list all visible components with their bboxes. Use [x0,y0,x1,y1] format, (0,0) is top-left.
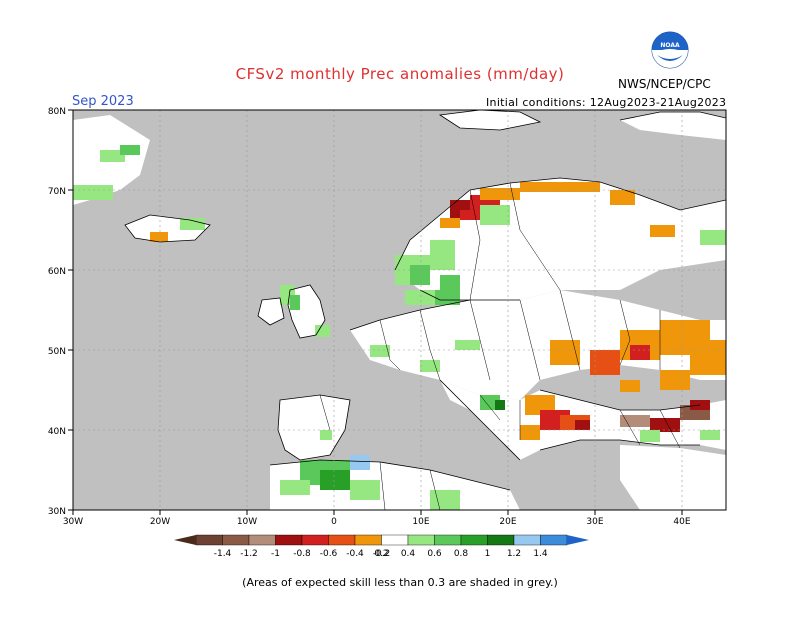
anomaly-cell [630,345,650,360]
colorbar-segment [195,534,223,546]
colorbar-tick-label: 1.2 [507,549,521,559]
anomaly-cell [315,325,330,337]
anomaly-cell [370,345,390,357]
anomaly-cell [73,185,113,200]
anomaly-cell [435,290,460,305]
lat-label-40n: 40N [48,427,66,437]
anomaly-cell [700,230,726,245]
anomaly-cell [120,145,140,155]
colorbar-right-arrow [567,535,589,545]
colorbar-segment [354,534,382,546]
anomaly-cell [495,400,505,410]
anomaly-cell [440,218,460,228]
anomaly-cell [405,290,435,305]
colorbar-tick-label: 1 [485,549,491,559]
anomaly-cell [575,420,590,430]
anomaly-cell [610,190,635,205]
anomaly-cell [290,295,300,310]
anomaly-cell [550,340,580,365]
initial-conditions: Initial conditions: 12Aug2023-21Aug2023 [486,96,727,109]
colorbar-tick-label: -1.2 [240,549,258,559]
anomaly-cell [410,265,430,285]
colorbar-segment [487,534,515,546]
colorbar-segment [301,534,329,546]
anomaly-cell [150,232,168,242]
country-borders [319,182,681,510]
lon-label-20e: 20E [499,517,516,527]
anomaly-cell [620,380,640,392]
colorbar-tick-label: -0.8 [293,549,311,559]
lat-label-30n: 30N [48,507,66,517]
anomaly-cell [650,418,680,432]
chart-title: CFSv2 monthly Prec anomalies (mm/day) [235,65,565,83]
colorbar-segment [381,534,409,546]
colorbar-segment [275,534,303,546]
anomaly-cell [660,370,690,390]
anomaly-cell [640,430,660,442]
colorbar-tick-label: -1.4 [214,549,232,559]
colorbar-segment [328,534,356,546]
anomaly-cell [590,350,620,375]
anomaly-cell [280,480,310,495]
colorbar-tick-label: 0.6 [427,549,442,559]
anomaly-cell [320,430,332,440]
anomaly-cell [650,225,675,237]
agency-label: NWS/NCEP/CPC [618,77,711,91]
colorbar-tick-label: -0.4 [346,549,364,559]
colorbar: -1.4 -1.2 -1 -0.8 -0.6 -0.4 -0.20.2 0.4 0.6 0.8 1 1… [174,534,589,559]
anomaly-cell [620,415,650,427]
anomaly-cell [420,360,440,372]
anomaly-cell [520,182,600,192]
anomaly-cell [350,455,370,470]
colorbar-segment [513,534,541,546]
noaa-logo: NOAA [651,31,689,69]
anomaly-cell [430,240,455,270]
lon-label-0: 0 [331,517,337,527]
lat-label-80n: 80N [48,107,66,117]
colorbar-segment [540,534,568,546]
anomaly-cell [430,490,460,510]
coastlines [124,110,726,491]
lat-label-60n: 60N [48,267,66,277]
lat-label-50n: 50N [48,347,66,357]
lon-label-30e: 30E [586,517,603,527]
colorbar-tick-label: 0.2 [374,549,388,559]
footer-note: (Areas of expected skill less than 0.3 a… [242,576,558,589]
anomaly-cell [180,218,205,230]
lat-lon-gridlines [73,110,726,510]
colorbar-segment [460,534,488,546]
forecast-month: Sep 2023 [72,94,134,109]
colorbar-tick-label: 0.4 [401,549,416,559]
colorbar-tick-label: -0.2 [373,549,391,559]
anomaly-cell [700,430,720,440]
lon-label-30w: 30W [63,517,83,527]
colorbar-segment [248,534,276,546]
colorbar-tick-label: 1.4 [533,549,548,559]
lon-label-40e: 40E [673,517,690,527]
anomaly-cell [520,425,540,440]
colorbar-segment [222,534,250,546]
map-border [72,109,727,511]
anomaly-cell [320,470,350,490]
lon-label-20w: 20W [150,517,170,527]
anomaly-cell [690,340,726,375]
noaa-logo-text: NOAA [660,42,680,49]
anomaly-cell [350,480,380,500]
colorbar-tick-label: -1 [271,549,280,559]
anomaly-cell [455,340,480,350]
colorbar-tick-label: -0.6 [320,549,338,559]
anomaly-cell [480,205,510,225]
anomaly-cell [100,150,125,162]
colorbar-left-arrow [174,535,196,545]
anomaly-cell [480,188,520,200]
lon-label-10e: 10E [412,517,429,527]
colorbar-segment [407,534,435,546]
lon-label-10w: 10W [237,517,257,527]
anomaly-cell [460,210,480,220]
colorbar-segment [434,534,462,546]
lat-label-70n: 70N [48,187,66,197]
colorbar-tick-label: 0.8 [454,549,469,559]
